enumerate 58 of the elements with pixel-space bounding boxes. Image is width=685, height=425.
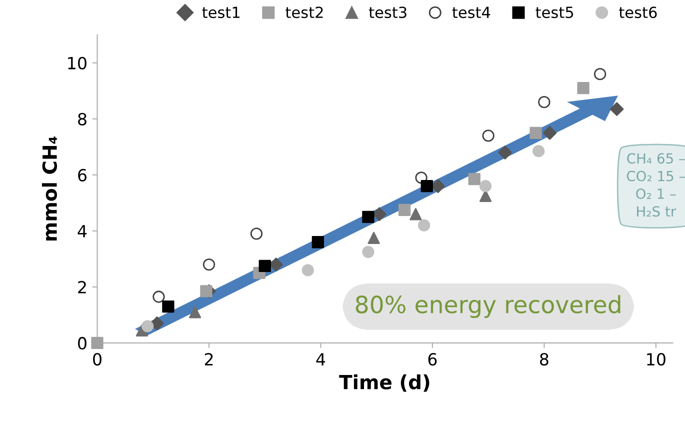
point: [398, 204, 411, 216]
annotation: CH₄ 65 –: [627, 153, 685, 164]
point: [202, 258, 216, 271]
legend-label: test2: [286, 6, 323, 18]
x-tick-label: 6: [428, 352, 437, 366]
legend-label: test3: [368, 6, 406, 18]
y-tick-label: 10: [68, 56, 86, 70]
point: [431, 179, 445, 194]
y-axis-title: mmol CH₄: [42, 136, 58, 240]
point: [420, 180, 433, 192]
y-tick-label: 4: [78, 225, 87, 238]
legend-label: test6: [619, 6, 657, 18]
y-tick-label: 8: [78, 112, 86, 126]
point: [188, 306, 202, 318]
point: [482, 130, 494, 142]
point: [542, 126, 557, 140]
point: [532, 145, 545, 158]
point: [152, 290, 165, 303]
point: [498, 146, 512, 160]
x-tick-label: 2: [204, 352, 213, 366]
y-tick-label: 2: [78, 280, 86, 294]
point: [410, 208, 422, 220]
legend-label: test5: [536, 6, 574, 18]
point: [312, 236, 324, 248]
point: [610, 102, 624, 116]
point: [269, 258, 283, 272]
point: [577, 82, 590, 94]
point: [468, 173, 480, 186]
annotation: 80% energy recovered: [356, 295, 620, 318]
legend-label: test1: [202, 6, 240, 18]
point: [362, 246, 374, 258]
y-tick-label: 0: [78, 336, 86, 350]
point: [302, 264, 314, 276]
x-tick-label: 4: [316, 353, 326, 366]
annotation: CO₂ 15 –: [626, 170, 685, 182]
point: [150, 316, 164, 330]
point: [530, 126, 542, 139]
point: [372, 207, 386, 222]
annotation: O₂ 1 –: [636, 188, 676, 199]
point: [479, 180, 492, 192]
annotation: H₂S tr: [637, 206, 676, 217]
point: [368, 232, 380, 244]
x-tick-label: 8: [540, 352, 548, 366]
point: [538, 96, 550, 108]
point: [362, 210, 374, 223]
point: [250, 228, 263, 240]
point: [258, 260, 271, 272]
point: [200, 285, 212, 298]
point: [594, 68, 606, 80]
x-axis-title: Time (d): [339, 374, 430, 392]
legend-label: test4: [452, 6, 490, 18]
point: [418, 219, 430, 232]
point: [91, 336, 104, 350]
x-tick-label: 0: [93, 352, 102, 366]
point: [162, 300, 174, 313]
y-tick-label: 6: [78, 168, 86, 182]
point: [141, 320, 154, 332]
x-tick-label: 10: [647, 352, 666, 366]
